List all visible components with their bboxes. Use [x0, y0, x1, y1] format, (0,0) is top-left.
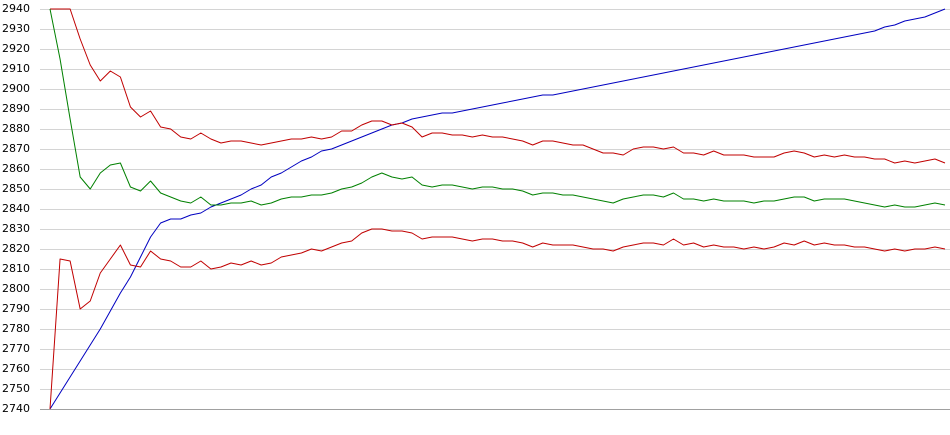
y-tick-label: 2870	[2, 142, 30, 155]
y-tick-label: 2750	[2, 382, 30, 395]
y-tick-label: 2880	[2, 122, 30, 135]
y-tick-label: 2770	[2, 342, 30, 355]
y-tick-label: 2840	[2, 202, 30, 215]
y-tick-label: 2790	[2, 302, 30, 315]
line-series	[50, 8, 946, 164]
y-tick-label: 2830	[2, 222, 30, 235]
y-tick-label: 2920	[2, 42, 30, 55]
grid: 2740 2750 2760 2770 2780 2790 2800 2810 2820 2830…	[2, 2, 950, 415]
line-series	[49, 8, 946, 410]
y-tick-label: 2780	[2, 322, 30, 335]
y-tick-label: 2760	[2, 362, 30, 375]
y-tick-label: 2930	[2, 22, 30, 35]
line-series	[49, 228, 946, 410]
line-series	[49, 8, 946, 208]
y-tick-label: 2900	[2, 82, 30, 95]
y-tick-label: 2910	[2, 62, 30, 75]
y-tick-label: 2810	[2, 262, 30, 275]
y-tick-label: 2860	[2, 162, 30, 175]
y-tick-label: 2940	[2, 2, 30, 15]
plot-area	[49, 8, 946, 410]
y-tick-label: 2800	[2, 282, 30, 295]
y-tick-label: 2850	[2, 182, 30, 195]
y-tick-label: 2740	[2, 402, 30, 415]
y-tick-label: 2890	[2, 102, 30, 115]
y-tick-label: 2820	[2, 242, 30, 255]
